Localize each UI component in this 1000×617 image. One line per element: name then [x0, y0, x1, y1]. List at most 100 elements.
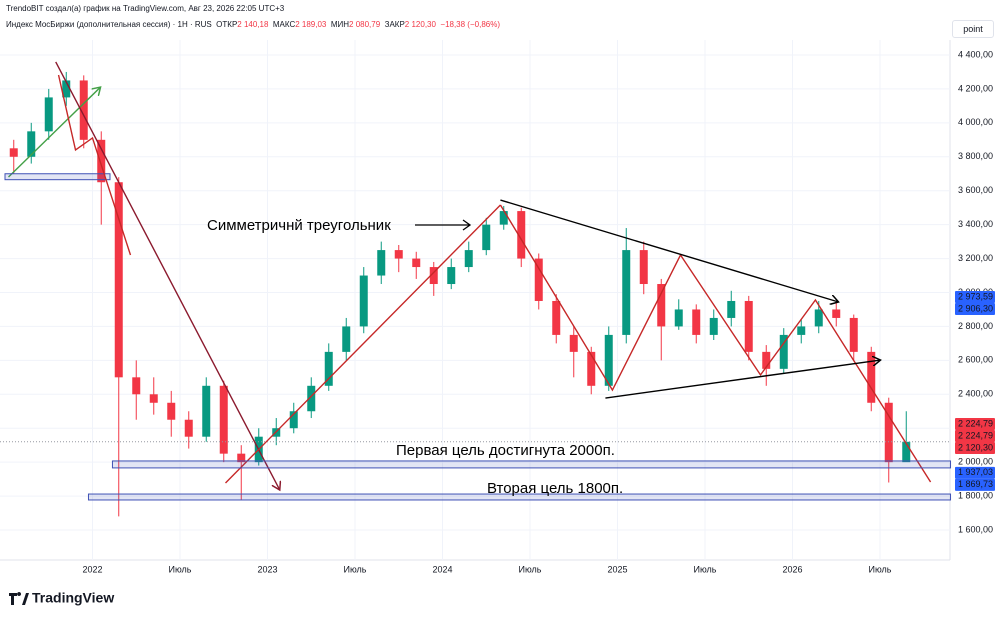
candle-body	[884, 402, 893, 463]
candle-body	[219, 385, 228, 454]
candle-body	[342, 326, 351, 352]
ohlc-label: ОТКР	[216, 20, 238, 29]
trend-line	[499, 204, 932, 483]
candle-body	[184, 419, 193, 437]
trend-arrow	[8, 87, 101, 178]
x-tick-label: 2024	[432, 564, 452, 574]
candle-body	[709, 317, 718, 335]
price-label: 2 973,59	[958, 291, 993, 301]
candle-body	[377, 250, 386, 276]
price-label: 1 937,03	[958, 467, 993, 477]
x-tick-label: Июль	[344, 564, 367, 574]
candle-body	[657, 284, 666, 327]
annotation: Вторая цель 1800п.	[487, 480, 623, 497]
symbol: Индекс МосБиржи (дополнительная сессия) …	[6, 20, 212, 29]
candle-body	[587, 351, 596, 386]
y-tick-label: 2 000,00	[958, 457, 993, 467]
candle-body	[237, 453, 246, 463]
price-label: 2 906,30	[958, 303, 993, 313]
trend-arrow	[55, 61, 280, 490]
candle-body	[744, 300, 753, 352]
ohlc-label: МАКС	[272, 20, 296, 29]
candle-body	[62, 80, 71, 98]
candle-body	[429, 267, 438, 285]
x-tick-label: Июль	[869, 564, 892, 574]
y-tick-label: 3 400,00	[958, 219, 993, 229]
candle-body	[569, 334, 578, 352]
y-tick-label: 4 400,00	[958, 49, 993, 59]
y-tick-label: 4 000,00	[958, 117, 993, 127]
candle-body	[289, 411, 298, 429]
candle-body	[202, 385, 211, 437]
brand: TradingView	[32, 590, 114, 606]
scale-button[interactable]: point	[952, 20, 994, 38]
price-label: 1 869,73	[958, 479, 993, 489]
annotation: Симметричнй треугольник	[207, 217, 391, 234]
candle-body	[394, 250, 403, 259]
price-label-box	[955, 466, 995, 479]
candle-body	[9, 148, 18, 157]
candle-body	[692, 309, 701, 335]
price-label-box	[955, 478, 995, 491]
candle-body	[114, 182, 123, 378]
price-label-box	[955, 290, 995, 303]
candle-body	[867, 351, 876, 403]
brand-logo	[9, 592, 29, 605]
y-tick-label: 4 200,00	[958, 83, 993, 93]
candle-body	[447, 267, 456, 285]
candle-body	[517, 211, 526, 259]
ohlc-value: 2 080,79	[349, 20, 381, 29]
candle-body	[97, 139, 106, 183]
y-tick-label: 1 600,00	[958, 524, 993, 534]
x-tick-label: 2022	[82, 564, 102, 574]
candle-body	[779, 334, 788, 369]
candle-body	[639, 250, 648, 285]
candle-body	[27, 131, 36, 157]
ohlc-label: ЗАКР	[384, 20, 405, 29]
x-tick-label: Июль	[694, 564, 717, 574]
y-tick-label: 2 600,00	[958, 355, 993, 365]
price-label-box	[955, 418, 995, 431]
price-label: 2 224,79	[958, 418, 993, 428]
y-tick-label: 2 800,00	[958, 321, 993, 331]
trend-arrow	[605, 360, 880, 399]
trend-line	[225, 204, 501, 484]
y-tick-label: 2 400,00	[958, 389, 993, 399]
x-tick-label: Июль	[169, 564, 192, 574]
candle-body	[359, 275, 368, 327]
candle-body	[814, 309, 823, 327]
y-tick-label: 3 600,00	[958, 185, 993, 195]
ohlc-value: 2 189,03	[295, 20, 327, 29]
target-zone	[87, 493, 952, 501]
x-tick-label: 2023	[257, 564, 277, 574]
target-zone	[111, 460, 952, 469]
candle-body	[307, 385, 316, 412]
candle-body	[79, 80, 88, 140]
candle-body	[132, 377, 141, 395]
candle-body	[552, 300, 561, 335]
candle-body	[167, 402, 176, 420]
symbol-line: Индекс МосБиржи (дополнительная сессия) …	[6, 20, 500, 29]
price-label: 2 120,30	[958, 442, 993, 452]
price-label-box	[955, 430, 995, 443]
candle-body	[412, 258, 421, 268]
y-tick-label: 3 200,00	[958, 253, 993, 263]
x-tick-label: 2026	[782, 564, 802, 574]
candle-body	[832, 309, 841, 318]
candle-body	[622, 250, 631, 335]
annotation-arrow	[415, 219, 472, 231]
price-label-box	[955, 302, 995, 315]
price-label-box	[955, 442, 995, 455]
candle-body	[902, 441, 911, 463]
ohlc-value: 2 140,18	[237, 20, 269, 29]
price-label: 2 224,79	[958, 430, 993, 440]
candle-body	[149, 394, 158, 403]
target-zone	[4, 173, 111, 181]
candle-body	[762, 351, 771, 369]
author-line: TrendoBIT создал(а) график на TradingVie…	[6, 4, 285, 13]
candle-body	[674, 309, 683, 327]
x-tick-label: Июль	[519, 564, 542, 574]
candle-body	[727, 300, 736, 318]
change: −18,38 (−0,86%)	[440, 20, 500, 29]
